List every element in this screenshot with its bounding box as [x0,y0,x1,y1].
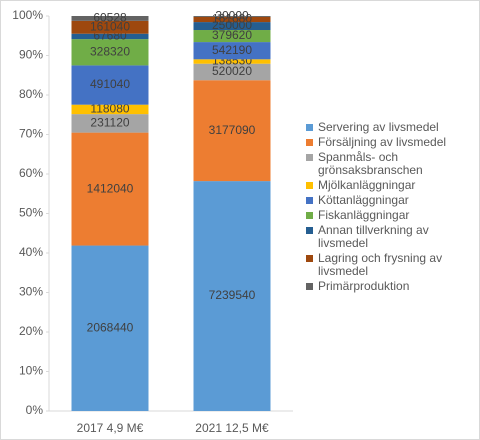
y-tick-label: 60% [19,166,43,180]
y-tick-label: 50% [19,206,43,220]
data-label: 161040 [90,19,130,33]
data-label: 161680 [212,12,252,26]
legend-swatch [306,255,313,262]
bar-segment [193,16,271,17]
legend-item: Fiskanläggningar [306,209,476,222]
legend-item: Köttanläggningar [306,194,476,207]
x-tick-label: 2017 4,9 M€ [77,421,144,435]
legend: Servering av livsmedel Försäljning av liv… [306,121,476,295]
bar-segment [193,63,271,81]
bar-segment [193,80,271,182]
legend-label: Servering av livsmedel [318,120,439,134]
data-label: 3177090 [209,123,256,137]
data-label: 328320 [90,44,130,58]
legend-swatch [306,154,313,161]
legend-swatch [306,212,313,219]
y-tick-label: 10% [19,364,43,378]
data-label: 231120 [90,116,129,130]
legend-label: Lagring och frysning av livsmedel [318,251,443,278]
legend-label: Fiskanläggningar [318,208,410,222]
bar-segment [71,20,149,34]
legend-item: Lagring och frysning av livsmedel [306,252,476,278]
bar-segment [193,181,271,411]
data-label: 1412040 [87,181,134,195]
legend-label: Försäljning av livsmedel [318,135,447,149]
data-label: 2068440 [87,320,134,334]
y-tick-label: 20% [19,324,43,338]
legend-swatch [306,139,313,146]
bar-segment [71,39,149,66]
legend-label: Annan tillverkning av livsmedel [318,223,429,250]
bar-segment [193,22,271,31]
bar-segment [193,16,271,23]
legend-label: Köttanläggningar [318,193,409,207]
y-tick-label: 100% [12,8,43,22]
data-label: 542190 [212,43,252,57]
legend-item: Servering av livsmedel [306,121,476,134]
legend-label: Mjölkanläggningar [318,178,416,192]
legend-swatch [306,182,313,189]
data-label: 118080 [90,102,129,116]
bar-segment [71,104,149,115]
bar-segment [71,132,149,246]
y-tick-label: 70% [19,127,43,141]
data-label: 30000 [215,9,249,23]
data-label: 491040 [90,77,130,91]
legend-swatch [306,227,313,234]
legend-item: Annan tillverkning av livsmedel [306,224,476,250]
y-tick-label: 30% [19,285,43,299]
bar-segment [71,33,149,40]
bar-segment [193,59,271,64]
bar-segment [71,114,149,133]
y-tick-label: 90% [19,48,43,62]
legend-swatch [306,124,313,131]
bar-segment [71,65,149,105]
y-tick-label: 0% [26,403,44,417]
y-tick-label: 80% [19,87,43,101]
legend-item: Försäljning av livsmedel [306,136,476,149]
x-tick-label: 2021 12,5 M€ [195,421,269,435]
legend-swatch [306,197,313,204]
y-tick-label: 40% [19,245,43,259]
legend-label: Primärproduktion [318,279,410,293]
bar-segment [71,16,149,21]
data-label: 60528 [93,11,127,25]
legend-label: Spanmåls- och grönsaksbranschen [318,150,423,177]
bar-segment [71,245,149,411]
data-label: 7239540 [209,288,256,302]
bar-segment [193,42,271,60]
legend-swatch [306,283,313,290]
legend-item: Primärproduktion [306,280,476,293]
bar-segment [193,30,271,43]
data-label: 379620 [212,28,252,42]
legend-item: Mjölkanläggningar [306,179,476,192]
data-label: 520020 [212,64,252,78]
legend-item: Spanmåls- och grönsaksbranschen [306,151,476,177]
